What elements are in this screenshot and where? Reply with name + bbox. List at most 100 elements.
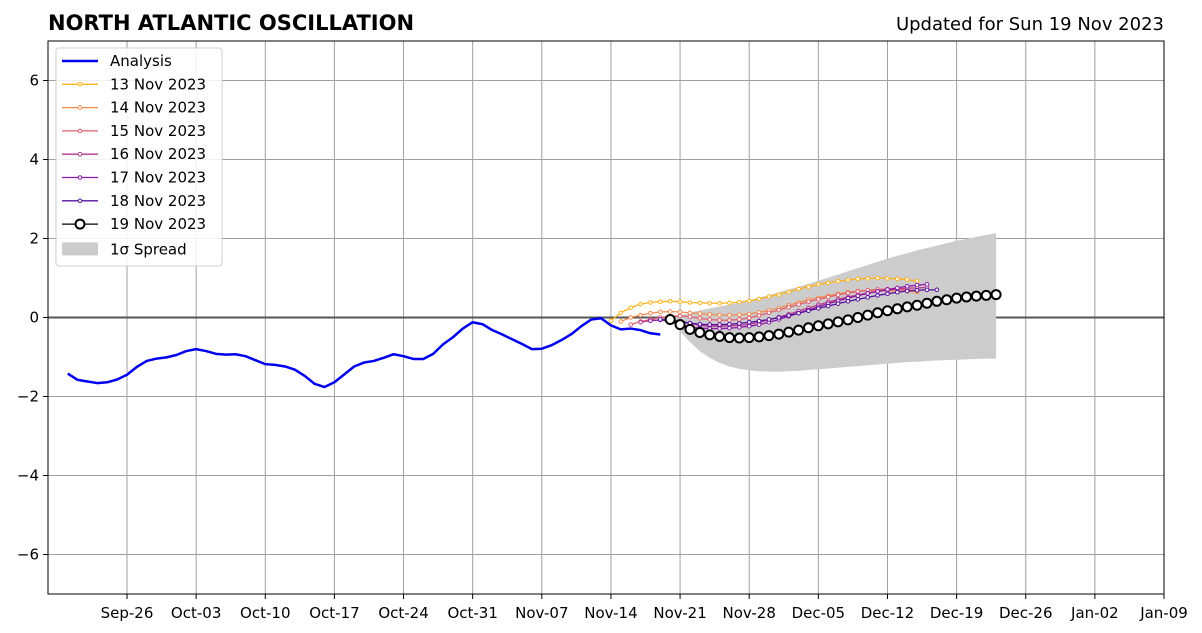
forecast-point (855, 276, 861, 282)
legend-marker (77, 175, 83, 180)
forecast-point (931, 295, 943, 307)
forecast-point (960, 291, 972, 303)
forecast-point (812, 320, 824, 332)
x-tick-label: Oct-31 (447, 604, 497, 622)
forecast-point (786, 304, 792, 310)
y-tick-label: 0 (29, 309, 39, 327)
legend-swatch (62, 242, 98, 256)
forecast-point (677, 313, 683, 319)
forecast-point (816, 306, 821, 311)
forecast-point (677, 309, 683, 315)
analysis-line (67, 317, 661, 389)
forecast-point (891, 303, 903, 315)
forecast-point (832, 316, 844, 328)
forecast-point (904, 283, 910, 289)
forecast-point (727, 321, 732, 327)
forecast-point (658, 317, 663, 322)
forecast-point (783, 326, 795, 338)
forecast-point (687, 314, 693, 320)
forecast-point (638, 301, 643, 307)
x-tick-label: Jan-09 (1139, 604, 1188, 622)
forecast-point (865, 295, 871, 300)
forecast-point (717, 312, 722, 318)
forecast-point (717, 322, 722, 327)
forecast-point (990, 289, 1002, 301)
forecast-point (852, 312, 864, 323)
forecast-point (776, 307, 782, 313)
x-tick-label: Nov-07 (515, 604, 568, 622)
legend-label: 18 Nov 2023 (110, 192, 206, 210)
forecast-point (677, 299, 683, 305)
x-tick-label: Dec-26 (999, 604, 1053, 622)
forecast-point (707, 322, 712, 327)
forecast-point (707, 317, 712, 322)
forecast-point (914, 287, 920, 293)
forecast-point (980, 289, 992, 301)
forecast-point (924, 282, 930, 287)
forecast-point (766, 317, 772, 322)
forecast-point (694, 327, 706, 339)
forecast-point (756, 318, 762, 324)
forecast-point (648, 318, 653, 323)
forecast-point (697, 300, 703, 306)
forecast-point (881, 305, 893, 317)
forecast-point (835, 301, 841, 306)
legend-label: 16 Nov 2023 (110, 145, 206, 163)
forecast-point (618, 310, 624, 316)
forecast-point (904, 277, 910, 282)
x-tick-label: Sep-26 (101, 604, 154, 622)
forecast-point (756, 313, 762, 318)
forecast-point (684, 323, 696, 335)
forecast-point (862, 309, 874, 321)
forecast-point (835, 292, 841, 298)
legend-label: 17 Nov 2023 (110, 169, 206, 187)
forecast-point (793, 324, 805, 336)
chart-title: NORTH ATLANTIC OSCILLATION (48, 11, 414, 35)
y-tick-label: −2 (17, 388, 39, 406)
forecast-point (674, 319, 686, 331)
forecast-point (746, 311, 752, 317)
forecast-point (822, 318, 834, 330)
forecast-point (855, 297, 861, 302)
legend-label: 19 Nov 2023 (110, 215, 206, 233)
forecast-point (628, 305, 633, 310)
forecast-point (746, 323, 752, 329)
forecast-point (707, 312, 712, 317)
forecast-point (806, 284, 811, 289)
forecast-point (845, 299, 851, 304)
legend-marker (74, 218, 86, 230)
forecast-point (756, 296, 762, 302)
forecast-point (835, 278, 841, 284)
forecast-point (737, 317, 742, 322)
x-tick-label: Dec-19 (930, 604, 984, 622)
forecast-point (786, 313, 792, 318)
chart-subtitle: Updated for Sun 19 Nov 2023 (896, 14, 1164, 35)
x-tick-label: Oct-24 (378, 604, 428, 622)
forecast-point (895, 285, 900, 291)
forecast-point (664, 313, 676, 325)
forecast-point (687, 310, 693, 316)
forecast-point (865, 276, 871, 281)
plot-series-group (67, 232, 1002, 389)
forecast-point (901, 301, 913, 313)
forecast-point (842, 314, 854, 326)
forecast-point (737, 321, 742, 326)
legend-marker (77, 128, 83, 134)
x-tick-label: Nov-14 (584, 604, 637, 622)
forecast-point (796, 286, 801, 292)
forecast-point (921, 297, 933, 309)
legend: Analysis 13 Nov 2023 14 Nov 2023 15 Nov 202… (55, 47, 223, 267)
legend-label: 14 Nov 2023 (110, 99, 206, 117)
forecast-point (717, 326, 722, 331)
forecast-point (914, 282, 920, 288)
forecast-point (934, 287, 940, 293)
forecast-point (825, 303, 831, 309)
forecast-point (667, 309, 673, 314)
forecast-point (875, 293, 880, 298)
x-tick-label: Dec-05 (792, 604, 846, 622)
forecast-point (723, 332, 735, 344)
legend-marker (77, 105, 83, 110)
forecast-point (697, 311, 703, 316)
x-tick-label: Oct-17 (309, 604, 359, 622)
